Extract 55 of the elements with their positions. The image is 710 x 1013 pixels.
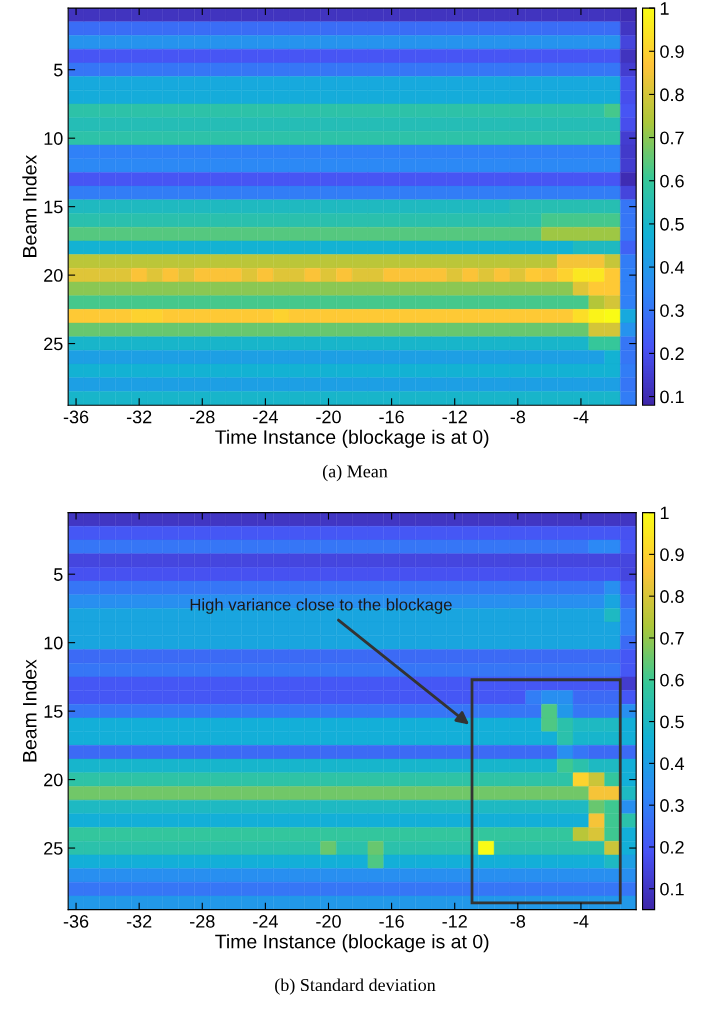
annotation: High variance close to the blockage	[190, 598, 452, 614]
x-tick-label: -16	[379, 915, 404, 928]
x-tick-label: -8	[510, 410, 526, 424]
x-tick-label: -28	[190, 915, 215, 928]
y-tick-label: 15	[44, 705, 63, 718]
y-tick-label: 5	[53, 568, 63, 581]
y-tick-label: 20	[44, 773, 63, 787]
x-tick-label: -24	[253, 410, 278, 424]
color-bar-label: 0.2	[660, 840, 684, 854]
x-tick-label: -12	[442, 410, 467, 424]
y-tick-label: 10	[44, 636, 63, 650]
x-tick-label: -36	[63, 410, 89, 424]
color-bar-label: 0.3	[660, 304, 684, 317]
text: (a) Mean	[322, 464, 388, 482]
y-tick-label: 25	[44, 841, 63, 855]
color-bar-label: 0.9	[660, 45, 684, 58]
y-tick-label: 20	[44, 269, 63, 282]
x-tick-label: -20	[316, 915, 341, 928]
y-tick-label: 5	[53, 63, 63, 77]
x-axis-title: Time Instance (blockage is at 0)	[215, 429, 489, 448]
color-bar-label: 0.8	[660, 590, 684, 603]
color-bar-label: 0.3	[660, 799, 684, 812]
color-bar-label: 0.4	[660, 757, 685, 771]
color-bar-label: 0.5	[660, 217, 684, 231]
y-axis-title: Beam Index	[22, 659, 37, 762]
color-bar-label: 0.7	[660, 131, 684, 145]
color-bar-label: 0.1	[660, 882, 684, 896]
x-tick-label: -12	[442, 915, 467, 928]
color-bar-label: 0.9	[660, 548, 684, 562]
x-tick-label: -16	[379, 410, 404, 424]
x-tick-label: -20	[316, 410, 341, 424]
y-axis-title: Beam Index	[22, 154, 37, 257]
x-tick-label: -32	[126, 410, 152, 424]
text: (b) Standard deviation	[275, 978, 436, 995]
x-tick-label: -36	[63, 915, 89, 928]
color-bar-label: 0.6	[660, 673, 684, 687]
color-bar-label: 0.2	[660, 347, 684, 361]
color-bar-label: 0.6	[660, 174, 684, 188]
x-tick-label: -4	[573, 915, 589, 928]
x-tick-label: -24	[253, 915, 278, 928]
color-bar-label: 0.4	[660, 261, 685, 274]
y-tick-label: 25	[44, 337, 63, 351]
x-tick-label: -4	[573, 410, 589, 424]
color-bar-label: 1	[660, 506, 669, 520]
y-tick-label: 15	[44, 200, 63, 214]
color-bar-label: 0.1	[660, 390, 684, 404]
x-axis-title: Time Instance (blockage is at 0)	[215, 934, 489, 953]
color-bar-label: 0.7	[660, 631, 684, 645]
x-tick-label: -28	[190, 410, 215, 424]
color-bar-label: 1	[660, 2, 669, 15]
x-tick-label: -8	[510, 915, 526, 928]
color-bar-label: 0.5	[660, 715, 684, 729]
y-tick-label: 10	[44, 132, 63, 145]
x-tick-label: -32	[126, 915, 152, 928]
color-bar-label: 0.8	[660, 88, 684, 102]
